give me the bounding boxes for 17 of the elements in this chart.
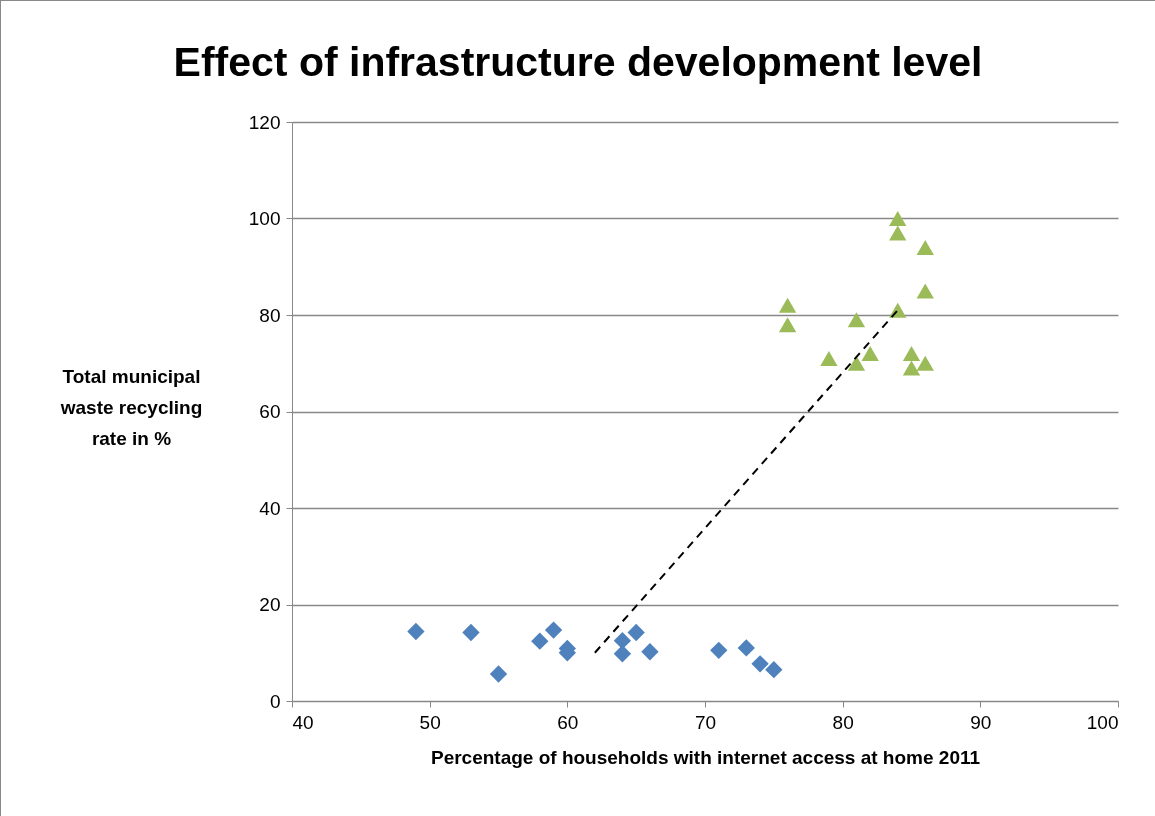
x-tick-label: 40 — [292, 711, 314, 733]
x-tick-label: 60 — [557, 711, 579, 733]
y-tick-label: 20 — [259, 594, 281, 615]
y-tick-label: 120 — [248, 111, 281, 133]
y-axis-title: Total municipal waste recycling rate in % — [59, 365, 203, 449]
y-tick-label: 40 — [259, 497, 281, 519]
chart-title: Effect of infrastructure development level — [173, 39, 983, 85]
x-tick-label: 70 — [694, 711, 717, 733]
x-tick-label: 80 — [832, 711, 854, 733]
y-tick-label: 100 — [248, 208, 281, 229]
y-tick-label: 80 — [259, 304, 281, 326]
x-axis-title: Percentage of households with internet access at home 2011 — [430, 746, 981, 768]
x-tick-label: 100 — [1086, 711, 1119, 733]
y-tick-label: 60 — [259, 401, 281, 422]
x-tick-label: 90 — [970, 711, 992, 733]
y-tick-label: 0 — [269, 690, 281, 712]
x-tick-label: 50 — [419, 711, 441, 733]
